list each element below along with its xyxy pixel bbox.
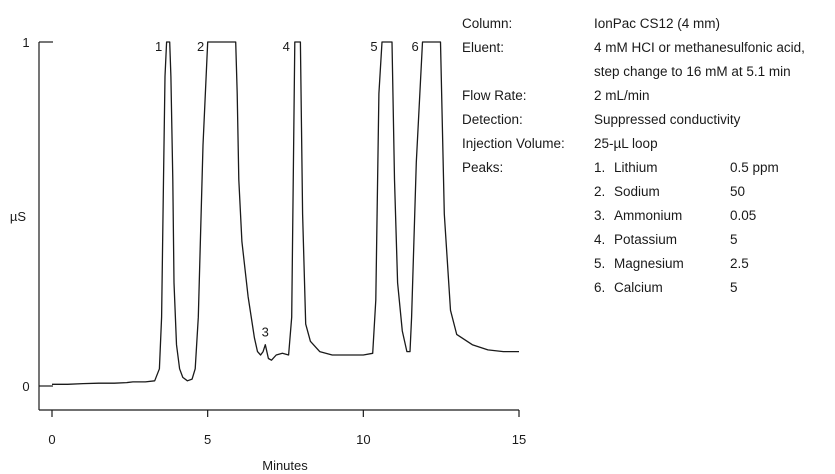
peak-row: 4. Potassium 5 [594,228,830,252]
peak-label: 2 [197,39,204,54]
condition-key: Injection Volume: [462,136,565,151]
peaks-list: 1. Lithium 0.5 ppm 2. Sodium 50 3. Ammon… [594,156,830,300]
peak-name: Sodium [614,184,660,199]
x-tick-label: 15 [512,432,526,447]
peak-name: Magnesium [614,256,684,271]
peak-number: 2. [594,184,606,199]
x-tick-label: 5 [204,432,211,447]
peak-concentration: 0.05 [730,208,757,223]
y-tick-label: 0 [22,379,29,394]
y-axis-title: µS [10,209,26,224]
peak-label: 6 [411,39,418,54]
x-axis-title: Minutes [262,458,308,473]
condition-key: Detection: [462,112,523,127]
peak-label: 3 [262,325,269,340]
condition-key: Flow Rate: [462,88,527,103]
condition-detection: Detection: Suppressed conductivity [462,108,835,132]
peak-row: 5. Magnesium 2.5 [594,252,830,276]
peak-row: 6. Calcium 5 [594,276,830,300]
peak-number: 3. [594,208,606,223]
x-ticks: 0 5 10 15 [48,410,526,447]
peak-number: 6. [594,280,606,295]
peak-row: 1. Lithium 0.5 ppm [594,156,830,180]
peak-name: Ammonium [614,208,683,223]
peaks-section: Peaks: 1. Lithium 0.5 ppm 2. Sodium 50 3… [462,156,835,300]
condition-injection-volume: Injection Volume: 25-µL loop [462,132,835,156]
peak-label: 5 [370,39,377,54]
condition-column: Column: IonPac CS12 (4 mm) [462,12,835,36]
peak-name: Lithium [614,160,658,175]
peak-label: 1 [155,39,162,54]
condition-value: 4 mM HCI or methanesulfonic acid, step c… [594,40,805,79]
peak-concentration: 5 [730,232,738,247]
peak-concentration: 0.5 ppm [730,160,779,175]
x-tick-label: 0 [48,432,55,447]
peak-concentration: 50 [730,184,746,199]
peak-row: 2. Sodium 50 [594,180,830,204]
condition-eluent: Eluent: 4 mM HCI or methanesulfonic acid… [462,36,835,84]
condition-key: Eluent: [462,40,505,55]
peak-row: 3. Ammonium 0.05 [594,204,830,228]
peaks-key: Peaks: [462,160,504,175]
peak-number: 4. [594,232,606,247]
condition-key: Column: [462,16,513,31]
peak-number: 5. [594,256,606,271]
peak-concentration: 5 [730,280,738,295]
condition-value: 25-µL loop [594,136,658,151]
condition-value: 2 mL/min [594,88,650,103]
condition-flow-rate: Flow Rate: 2 mL/min [462,84,835,108]
y-ticks: 01 [22,35,53,394]
peak-number: 1. [594,160,606,175]
peak-label: 4 [283,39,290,54]
conditions-panel: Column: IonPac CS12 (4 mm) Eluent: 4 mM … [462,12,835,300]
peak-name: Calcium [614,280,663,295]
peak-name: Potassium [614,232,678,247]
condition-value: Suppressed conductivity [594,112,741,127]
y-tick-label: 1 [22,35,29,50]
peak-concentration: 2.5 [730,256,749,271]
x-tick-label: 10 [356,432,370,447]
condition-value: IonPac CS12 (4 mm) [594,16,721,31]
chromatogram-trace [52,41,519,385]
peak-labels: 1 2 3 4 5 6 [155,39,419,340]
